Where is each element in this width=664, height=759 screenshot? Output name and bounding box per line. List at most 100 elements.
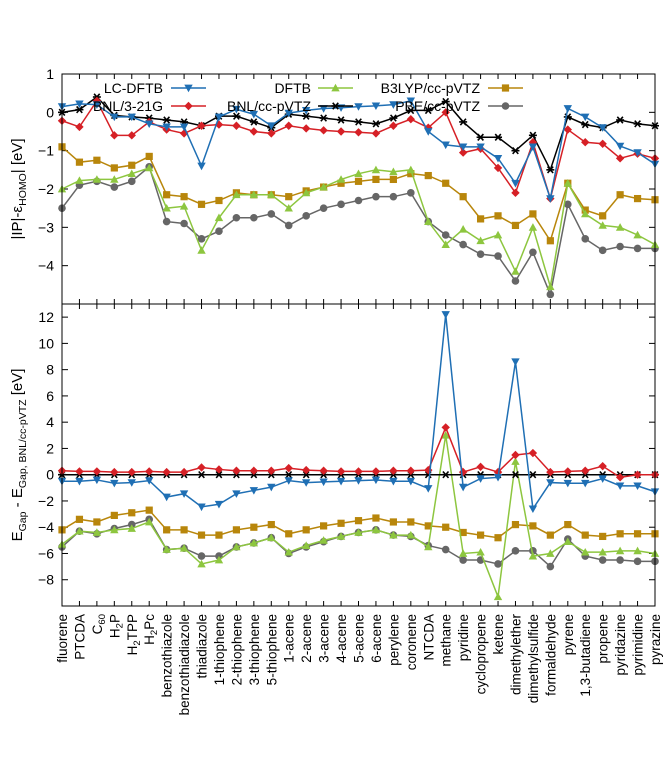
data-point: [511, 277, 520, 285]
legend-label: BNL/3-21G: [93, 98, 163, 114]
data-point: [75, 477, 84, 486]
data-point: [494, 212, 502, 220]
data-point: [75, 176, 84, 184]
data-point: [406, 165, 416, 174]
category-label: pyrene: [561, 614, 576, 655]
data-point: [267, 129, 276, 138]
category-label: thiadiazole: [195, 614, 210, 679]
data-point: [250, 213, 258, 222]
data-point: [441, 97, 450, 106]
data-point: [493, 154, 503, 163]
data-point: [563, 467, 572, 476]
data-point: [214, 113, 224, 122]
data-point: [615, 223, 625, 231]
data-point: [407, 189, 415, 197]
data-point: [615, 473, 625, 482]
y-tick-label: −2: [38, 181, 54, 197]
category-label: fluorene: [55, 614, 70, 663]
data-point: [633, 470, 642, 479]
data-point: [598, 461, 607, 471]
legend-marker: [331, 102, 340, 110]
data-point: [424, 217, 433, 225]
data-point: [511, 146, 520, 155]
data-point: [442, 179, 450, 187]
data-point: [581, 120, 590, 129]
legend-entry: LC-DFTB: [104, 80, 206, 96]
data-point: [249, 466, 259, 475]
data-point: [92, 175, 102, 183]
data-point: [354, 196, 363, 205]
data-point: [476, 475, 485, 483]
data-point: [284, 109, 293, 118]
data-point: [75, 158, 84, 166]
data-point: [598, 547, 607, 556]
data-point: [511, 520, 520, 529]
data-point: [528, 505, 538, 514]
data-point: [598, 124, 607, 132]
data-point: [127, 113, 136, 122]
data-point: [197, 463, 206, 472]
data-point: [581, 466, 590, 475]
data-point: [301, 465, 311, 475]
data-point: [180, 526, 188, 534]
data-point: [354, 128, 363, 137]
data-point: [389, 466, 398, 475]
data-point: [615, 154, 625, 163]
data-point: [581, 138, 590, 147]
category-label: benzothiadiazole: [177, 614, 192, 715]
data-point: [336, 532, 346, 540]
legend-entry: B3LYP/cc-pVTZ: [381, 80, 523, 96]
data-point: [372, 514, 380, 522]
data-point: [615, 142, 625, 151]
y-tick-label: 6: [46, 388, 54, 404]
category-label: 2-thiophene: [229, 614, 244, 685]
data-point: [354, 103, 363, 111]
data-point: [424, 485, 433, 493]
data-point: [372, 192, 380, 201]
data-point: [232, 490, 241, 498]
data-point: [563, 179, 572, 187]
data-point: [214, 555, 224, 564]
data-point: [528, 448, 538, 458]
data-point: [528, 551, 538, 560]
data-point: [284, 470, 293, 479]
data-point: [546, 549, 555, 557]
data-point: [285, 530, 293, 538]
data-point: [406, 477, 416, 486]
data-point: [337, 116, 346, 124]
data-point: [598, 221, 607, 229]
data-point: [336, 467, 346, 476]
data-point: [232, 466, 241, 475]
data-point: [633, 557, 642, 566]
category-label: propene: [596, 614, 611, 664]
data-point: [197, 121, 206, 130]
data-point: [389, 477, 398, 486]
data-point: [581, 547, 590, 556]
data-point: [354, 467, 363, 476]
category-label: 6-acene: [369, 614, 384, 663]
data-point: [546, 166, 555, 174]
data-point: [75, 515, 84, 523]
data-point: [458, 549, 468, 557]
data-point: [529, 210, 537, 218]
y-tick-label: 2: [46, 440, 54, 456]
legend-label: DFTB: [274, 80, 311, 96]
data-point: [302, 470, 311, 479]
data-point: [476, 236, 485, 245]
y-tick-label: −8: [38, 572, 54, 588]
category-label: ketene: [491, 614, 506, 655]
data-point: [511, 547, 520, 555]
legend-marker: [184, 101, 193, 111]
data-point: [128, 509, 136, 517]
data-point: [163, 526, 171, 534]
data-point: [354, 169, 363, 178]
data-point: [424, 128, 433, 136]
data-point: [301, 124, 311, 133]
data-point: [354, 528, 363, 536]
data-point: [319, 182, 328, 191]
data-point: [406, 115, 416, 124]
data-point: [162, 217, 171, 226]
data-point: [110, 511, 118, 519]
